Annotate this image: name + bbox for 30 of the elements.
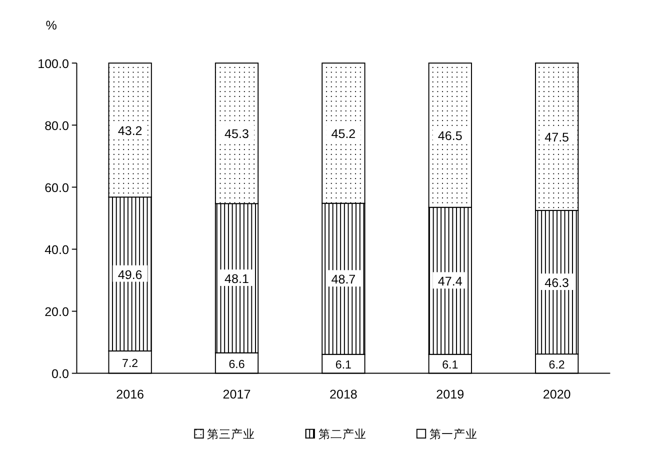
- data-label: 6.1: [335, 360, 352, 372]
- x-tick-label: 2018: [330, 387, 358, 402]
- data-label: 47.5: [544, 130, 570, 145]
- x-tick-label: 2019: [436, 387, 464, 402]
- data-label: 47.4: [438, 274, 462, 289]
- data-label: 7.2: [122, 358, 138, 370]
- data-label: 48.1: [224, 272, 250, 286]
- data-label: 49.6: [118, 268, 142, 282]
- data-label: 6.2: [548, 360, 565, 372]
- legend-label: 第三产业: [207, 427, 256, 442]
- x-tick-label: 2020: [542, 387, 571, 402]
- data-label: 45.3: [224, 127, 250, 142]
- data-label: 6.6: [228, 358, 245, 371]
- y-tick-label: 20.0: [44, 305, 70, 320]
- legend-label: 第一产业: [429, 427, 478, 442]
- data-label: 46.3: [544, 276, 570, 290]
- x-tick-label: 2017: [222, 387, 251, 402]
- y-axis-title: %: [46, 18, 57, 32]
- data-label: 6.1: [442, 360, 458, 372]
- x-tick-label: 2016: [116, 387, 144, 402]
- y-tick-label: 100.0: [38, 56, 70, 71]
- data-label: 43.2: [118, 124, 142, 138]
- data-label: 45.2: [331, 127, 356, 142]
- legend-label: 第二产业: [318, 427, 366, 442]
- y-tick-label: 0.0: [52, 367, 70, 382]
- y-tick-label: 60.0: [44, 181, 70, 195]
- data-label: 48.7: [331, 272, 356, 287]
- y-tick-label: 40.0: [44, 243, 70, 258]
- data-label: 46.5: [438, 129, 462, 144]
- y-tick-label: 80.0: [44, 118, 70, 133]
